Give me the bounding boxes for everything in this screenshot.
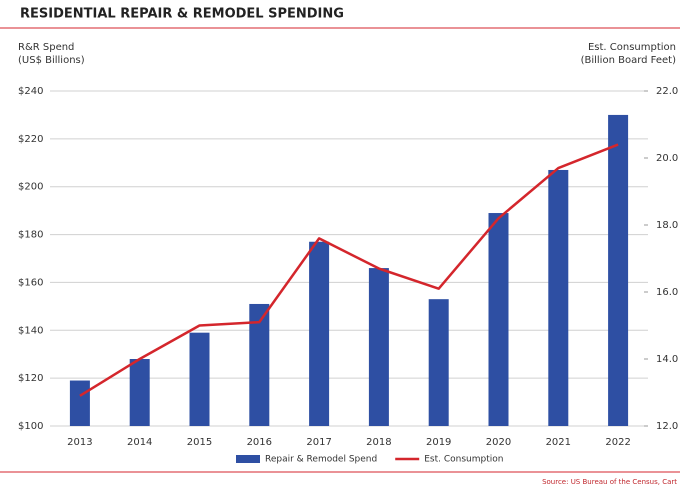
y-tick-label: $220	[18, 134, 43, 145]
line	[79, 143, 619, 397]
x-tick-label: 2021	[546, 437, 571, 448]
x-tick-label: 2020	[486, 437, 511, 448]
y-tick-label: $100	[18, 421, 43, 432]
y-tick-label: $180	[18, 230, 43, 241]
bar	[548, 169, 569, 426]
x-tick-label: 2018	[366, 437, 391, 448]
bar	[249, 303, 270, 426]
source: Source: US Bureau of the Census, Cart	[542, 478, 677, 486]
x-tick-label: 2022	[605, 437, 630, 448]
y2-tick-label: 14.0	[656, 354, 678, 365]
bar	[368, 268, 389, 426]
x-tick-label: 2014	[127, 437, 152, 448]
y-tick-label: $200	[18, 182, 43, 193]
bar	[488, 213, 509, 426]
y2-tick-label: 20.0	[656, 153, 678, 164]
chart-title: RESIDENTIAL REPAIR & REMODEL SPENDING	[20, 7, 344, 22]
y-tick-label: $160	[18, 277, 43, 288]
x-tick-label: 2019	[426, 437, 451, 448]
x-tick-label: 2016	[247, 437, 272, 448]
y2-axis-label: Est. Consumption	[588, 42, 676, 53]
x-tick-label: 2013	[67, 437, 92, 448]
bar	[69, 380, 90, 426]
legend-swatch	[236, 455, 260, 463]
x-tick-label: 2017	[306, 437, 331, 448]
y2-tick-label: 16.0	[656, 287, 678, 298]
bar	[608, 114, 629, 426]
legend-label: Est. Consumption	[424, 455, 503, 465]
y2-axis-label: (Billion Board Feet)	[581, 55, 677, 66]
y-tick-label: $140	[18, 325, 43, 336]
bar	[428, 299, 449, 426]
y2-tick-label: 22.0	[656, 86, 678, 97]
bar	[129, 359, 150, 426]
y-tick-label: $120	[18, 373, 43, 384]
bar	[309, 241, 330, 426]
legend-label: Repair & Remodel Spend	[265, 455, 377, 465]
y-axis-label: (US$ Billions)	[18, 55, 85, 66]
y-tick-label: $240	[18, 86, 43, 97]
y-axis-label: R&R Spend	[18, 42, 74, 53]
y2-tick-label: 18.0	[656, 220, 678, 231]
x-tick-label: 2015	[187, 437, 212, 448]
bar	[189, 332, 210, 426]
y2-tick-label: 12.0	[656, 421, 678, 432]
